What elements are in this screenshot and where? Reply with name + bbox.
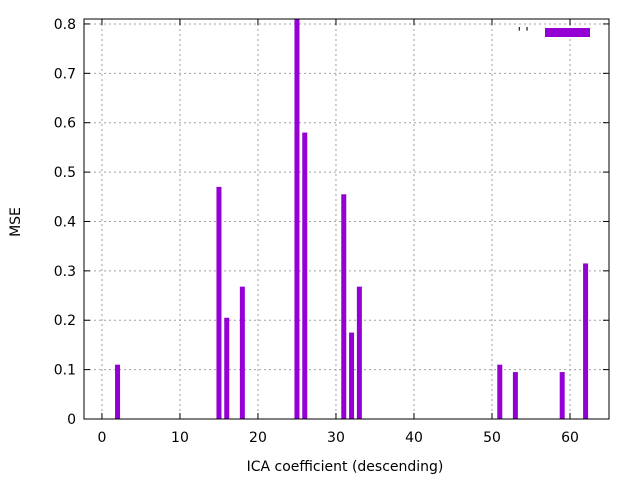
plot-frame xyxy=(83,18,610,420)
bar xyxy=(115,364,121,419)
bar xyxy=(302,132,308,419)
x-tick-label: 10 xyxy=(171,430,189,446)
bar xyxy=(349,332,355,419)
y-axis-label: MSE xyxy=(8,207,24,237)
x-tick-label: 50 xyxy=(483,430,501,446)
legend-swatch xyxy=(545,28,590,37)
y-tick-label: 0.1 xyxy=(54,363,76,379)
bar xyxy=(224,317,230,419)
y-tick-label: 0.3 xyxy=(54,264,76,280)
bar xyxy=(216,186,222,419)
x-tick-label: 40 xyxy=(405,430,423,446)
bar xyxy=(559,372,565,419)
y-tick-label: 0.7 xyxy=(54,66,76,82)
x-tick-label: 30 xyxy=(327,430,345,446)
y-tick-label: 0.8 xyxy=(54,17,76,33)
legend: '' xyxy=(515,26,590,41)
y-tick-label: 0.2 xyxy=(54,313,76,329)
bar xyxy=(239,286,245,419)
y-tick-label: 0 xyxy=(67,412,76,428)
x-tick-label: 20 xyxy=(249,430,267,446)
bar xyxy=(341,194,347,419)
bar xyxy=(356,286,362,419)
y-tick-label: 0.4 xyxy=(54,214,76,230)
x-axis-label: ICA coefficient (descending) xyxy=(247,459,444,475)
bar xyxy=(294,19,300,419)
grid-lines xyxy=(84,19,609,419)
x-tick-label: 0 xyxy=(97,430,106,446)
axis-ticks xyxy=(84,19,609,420)
bar xyxy=(512,372,518,419)
y-tick-label: 0.5 xyxy=(54,165,76,181)
bars xyxy=(115,19,589,419)
x-tick-label: 60 xyxy=(561,430,579,446)
legend-label: '' xyxy=(515,26,531,41)
bar xyxy=(497,364,503,419)
bar xyxy=(583,263,589,419)
tick-labels: 0 0.1 0.2 0.3 0.4 0.5 0.6 0.7 0.8 0 10 20 30 40 50 60 xyxy=(54,17,579,446)
y-tick-label: 0.6 xyxy=(54,116,76,132)
